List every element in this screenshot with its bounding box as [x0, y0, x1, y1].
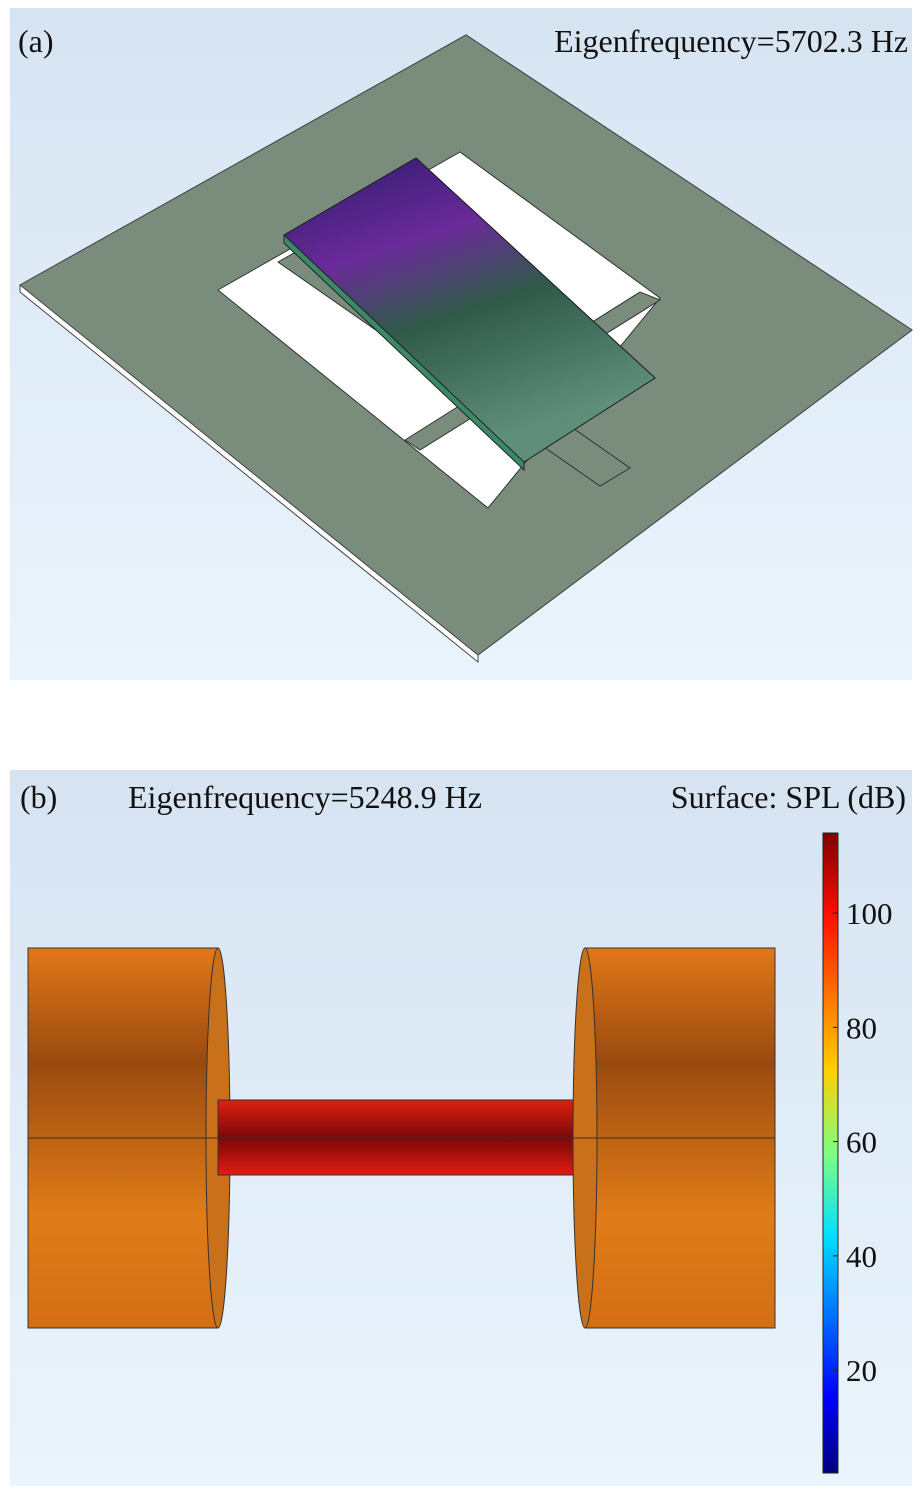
annotation: Eigenfrequency=5248.9 Hz	[128, 779, 482, 815]
annotation: Eigenfrequency=5702.3 Hz	[554, 23, 908, 59]
colorbar-tick-label: 60	[846, 1125, 877, 1160]
colorbar-tick-label: 40	[846, 1239, 877, 1274]
colorbar-tick-label: 20	[846, 1353, 877, 1388]
panel-label: (a)	[18, 23, 54, 59]
colorbar-title: Surface: SPL (dB)	[671, 779, 906, 815]
panel-label: (b)	[20, 779, 57, 815]
colorbar-tick-label: 80	[846, 1010, 877, 1045]
colorbar-tick-label: 100	[846, 896, 893, 931]
cantilever	[283, 157, 656, 463]
colorbar	[822, 832, 839, 1474]
